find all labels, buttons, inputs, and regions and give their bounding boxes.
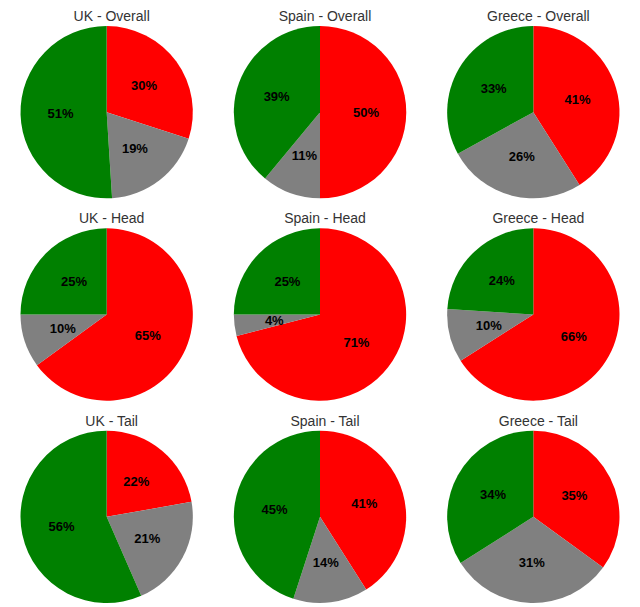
svg-text:71%: 71% — [343, 335, 369, 350]
svg-text:30%: 30% — [131, 78, 157, 93]
svg-text:31%: 31% — [519, 555, 545, 570]
svg-text:41%: 41% — [565, 92, 591, 107]
svg-text:66%: 66% — [561, 329, 587, 344]
svg-text:65%: 65% — [135, 328, 161, 343]
svg-text:34%: 34% — [480, 487, 506, 502]
svg-text:21%: 21% — [134, 531, 160, 546]
svg-text:22%: 22% — [123, 474, 149, 489]
svg-text:10%: 10% — [476, 318, 502, 333]
svg-text:35%: 35% — [561, 488, 587, 503]
svg-text:51%: 51% — [48, 106, 74, 121]
svg-text:45%: 45% — [261, 502, 287, 517]
svg-text:26%: 26% — [509, 149, 535, 164]
svg-text:Spain - Overall: Spain - Overall — [279, 8, 372, 24]
svg-text:19%: 19% — [122, 141, 148, 156]
svg-text:14%: 14% — [313, 555, 339, 570]
svg-text:Greece - Tail: Greece - Tail — [499, 413, 578, 429]
svg-text:UK - Tail: UK - Tail — [85, 413, 138, 429]
svg-text:41%: 41% — [351, 496, 377, 511]
svg-text:50%: 50% — [353, 105, 379, 120]
svg-text:39%: 39% — [264, 89, 290, 104]
svg-text:Spain - Tail: Spain - Tail — [290, 413, 359, 429]
svg-text:25%: 25% — [274, 274, 300, 289]
svg-text:UK - Overall: UK - Overall — [74, 8, 150, 24]
svg-text:Spain - Head: Spain - Head — [284, 210, 366, 226]
svg-text:10%: 10% — [50, 321, 76, 336]
svg-text:UK - Head: UK - Head — [79, 210, 144, 226]
svg-text:33%: 33% — [481, 81, 507, 96]
svg-text:24%: 24% — [489, 273, 515, 288]
svg-text:11%: 11% — [292, 148, 318, 163]
svg-text:25%: 25% — [61, 274, 87, 289]
svg-text:Greece - Overall: Greece - Overall — [487, 8, 590, 24]
svg-text:Greece - Head: Greece - Head — [492, 210, 584, 226]
svg-text:4%: 4% — [265, 313, 284, 328]
svg-text:56%: 56% — [49, 519, 75, 534]
